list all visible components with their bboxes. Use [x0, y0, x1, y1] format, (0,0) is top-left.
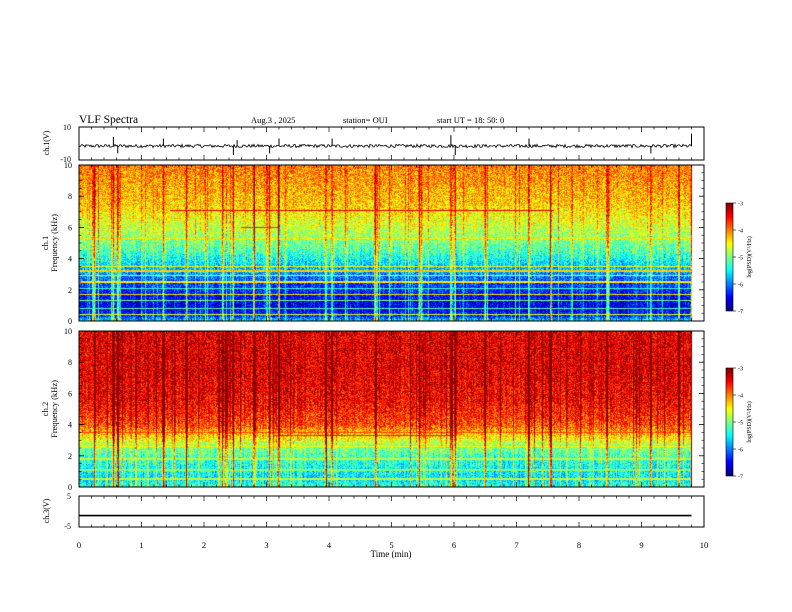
ch1-waveform-spikes	[112, 133, 692, 156]
ytick-label: 0	[68, 317, 72, 326]
date-label: Aug.3 , 2025	[251, 115, 295, 125]
ch1-spectrogram-ylabel-frequency: Frequency (kHz)	[49, 214, 59, 272]
xtick-label: 5	[389, 540, 393, 550]
colorbar-tick-label: -7	[738, 309, 743, 315]
ch3-ytick-bottom-label: -5	[64, 522, 71, 531]
ch1-ytick-bottom-label: -10	[60, 155, 71, 164]
colorbar-tick-label: -5	[738, 255, 743, 261]
ytick-label: 2	[68, 452, 72, 461]
ch2-colorbar: -3 -4 -5 -6 -7 log(PSD)(V²/Hz)	[725, 366, 753, 480]
ch2-colorbar-ticks: -3 -4 -5 -6 -7	[733, 366, 743, 480]
xtick-label: 0	[77, 540, 81, 550]
ch1-spectrogram-panel: 0 2 4 6 8 10 ch.1 Frequency (kHz)	[40, 161, 705, 326]
ch1-colorbar-gradient	[726, 203, 733, 311]
ch2-colorbar-label: log(PSD)(V²/Hz)	[746, 401, 753, 442]
ytick-label: 8	[68, 358, 72, 367]
ch2-colorbar-gradient	[726, 368, 733, 476]
ytick-label: 8	[68, 192, 72, 201]
ch1-colorbar: -3 -4 -5 -6 -7 log(PSD)(V²/Hz)	[725, 201, 753, 315]
colorbar-tick-label: -6	[738, 447, 743, 453]
start-time-label: start UT = 18: 50: 0	[437, 115, 504, 125]
xtick-label: 9	[639, 540, 643, 550]
ch1-spectrogram-image	[79, 165, 704, 321]
ytick-label: 4	[68, 421, 72, 430]
figure-title: VLF Spectra	[79, 114, 138, 126]
xtick-label: 7	[514, 540, 518, 550]
time-axis-label: Time (min)	[371, 549, 412, 559]
ytick-label: 6	[68, 389, 72, 398]
ytick-label: 4	[68, 255, 72, 264]
xtick-label: 2	[202, 540, 206, 550]
ytick-label: 6	[68, 223, 72, 232]
xtick-label: 10	[700, 540, 709, 550]
xtick-label: 1	[139, 540, 143, 550]
ytick-label: 0	[68, 483, 72, 492]
ytick-label: 10	[64, 327, 72, 336]
colorbar-tick-label: -4	[738, 393, 743, 399]
ytick-label: 2	[68, 286, 72, 295]
xtick-label: 8	[577, 540, 581, 550]
ch1-spectrogram-yticks: 0 2 4 6 8 10	[64, 161, 704, 326]
colorbar-tick-label: -6	[738, 282, 743, 288]
ch1-colorbar-ticks: -3 -4 -5 -6 -7	[733, 201, 743, 315]
colorbar-tick-label: -7	[738, 474, 743, 480]
colorbar-tick-label: -3	[738, 201, 743, 207]
ch2-spectrogram-ylabel-frequency: Frequency (kHz)	[49, 380, 59, 438]
colorbar-tick-label: -4	[738, 228, 743, 234]
xtick-label: 4	[327, 540, 332, 550]
ch2-spectrogram-yticks: 0 2 4 6 8 10	[64, 327, 704, 492]
ch1-waveform-trace	[78, 143, 693, 149]
ytick-label: 10	[64, 161, 72, 170]
ch2-spectrogram-image	[79, 331, 704, 487]
ch1-ytick-top-label: 10	[63, 123, 71, 132]
ch1-colorbar-label: log(PSD)(V²/Hz)	[746, 236, 753, 277]
colorbar-tick-label: -5	[738, 420, 743, 426]
xtick-label: 6	[452, 540, 456, 550]
ch2-spectrogram-panel: 0 2 4 6 8 10 ch.2 Frequency (kHz)	[40, 327, 705, 492]
time-axis-tick-labels: 0 1 2 3 4 5 6 7 8 9 10	[77, 540, 708, 550]
ch3-ytick-top-label: 5	[67, 492, 71, 501]
ch2-spectrogram-ylabel-channel: ch.2	[40, 402, 50, 416]
ch1-spectrogram-ylabel-channel: ch.1	[40, 236, 50, 250]
xtick-label: 3	[264, 540, 268, 550]
time-axis-ticks	[78, 127, 705, 527]
ch1-waveform-ylabel: ch.1(V)	[42, 130, 51, 155]
colorbar-tick-label: -3	[738, 366, 743, 372]
ch3-waveform-ylabel: ch.3(V)	[42, 498, 51, 523]
station-label: station= OUI	[343, 115, 388, 125]
